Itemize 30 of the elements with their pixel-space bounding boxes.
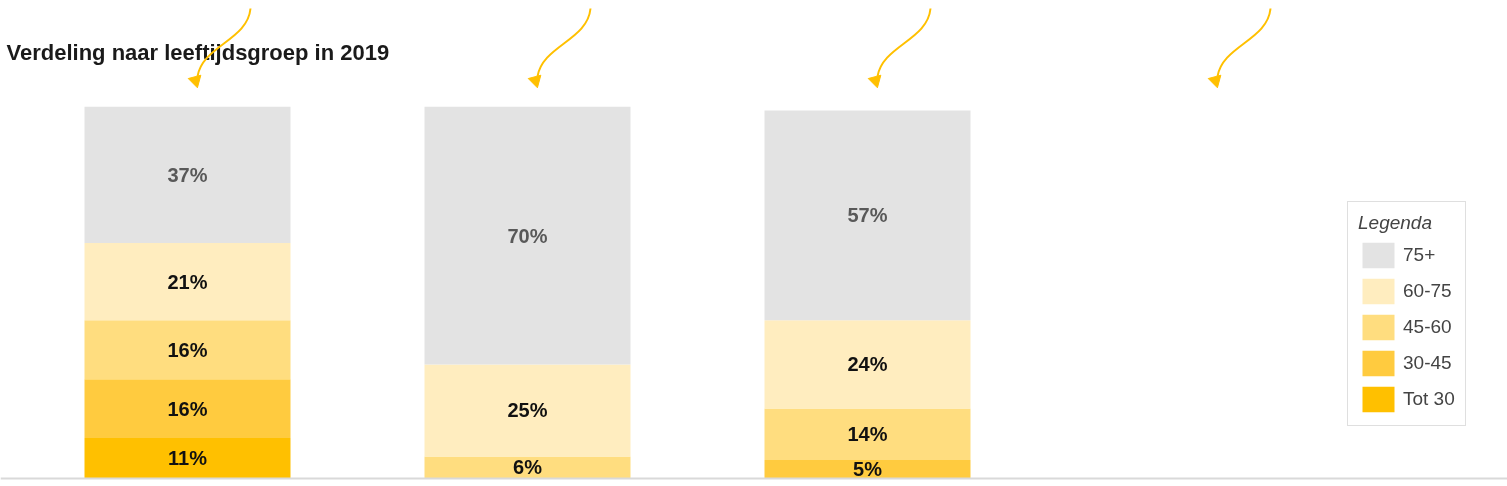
bar [764, 110, 971, 321]
data-label: 24% [847, 353, 888, 376]
data-label: 6% [513, 456, 543, 479]
data-label: 14% [847, 423, 888, 446]
data-label: 16% [167, 338, 208, 361]
data-label: 5% [853, 458, 883, 481]
data-label: 21% [167, 270, 208, 293]
legend-label: 75+ [1403, 244, 1436, 266]
bar [424, 106, 631, 365]
bar [84, 106, 291, 243]
bar [84, 320, 291, 380]
data-label: 11% [168, 447, 208, 470]
legend-title: Legenda [1358, 212, 1433, 234]
legend-label: 30-45 [1403, 352, 1452, 374]
legend-label: 60-75 [1403, 280, 1452, 302]
bar [84, 438, 291, 479]
bar [764, 408, 971, 461]
bar [424, 456, 631, 479]
data-label: 16% [167, 397, 208, 420]
data-label: 70% [507, 224, 548, 247]
data-label: 37% [167, 163, 208, 186]
bar [764, 320, 971, 409]
data-label: 57% [847, 204, 888, 227]
bar [84, 379, 291, 439]
bar [764, 460, 971, 479]
bar [84, 242, 291, 321]
legend-label: Tot 30 [1403, 388, 1455, 410]
data-label: 25% [507, 399, 548, 422]
bar [424, 364, 631, 457]
legend-label: 45-60 [1403, 316, 1452, 338]
